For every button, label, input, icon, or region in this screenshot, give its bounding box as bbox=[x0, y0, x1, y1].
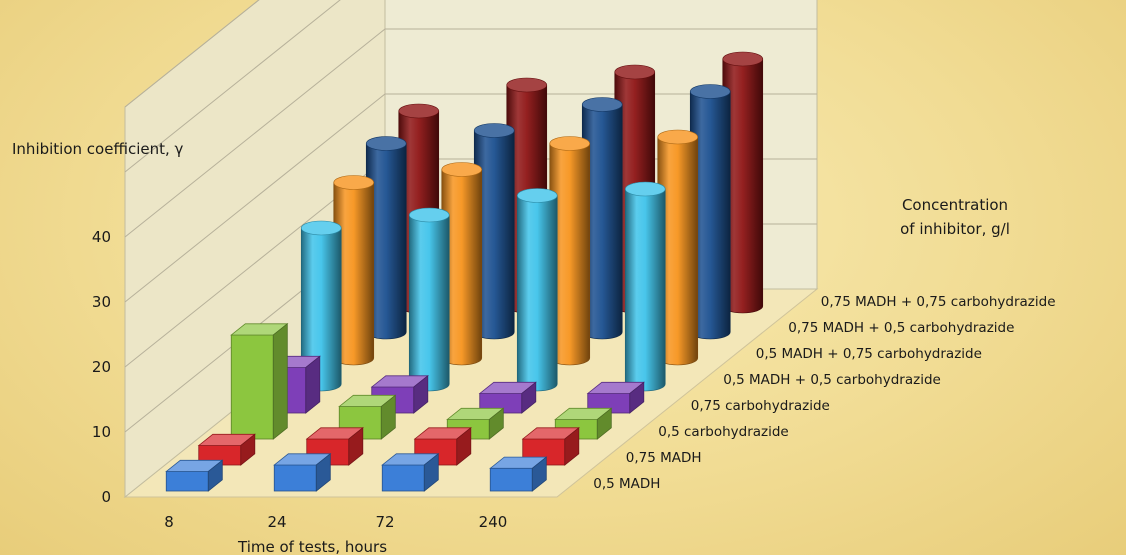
cylinder-top bbox=[615, 65, 655, 79]
series-label: 0,5 MADH bbox=[593, 476, 660, 492]
x-tick-label: 24 bbox=[267, 513, 286, 531]
cylinder-top bbox=[366, 137, 406, 151]
x-tick-label: 240 bbox=[479, 513, 508, 531]
cylinder-top bbox=[690, 85, 730, 99]
cylinder-top bbox=[442, 163, 482, 177]
bar-front bbox=[274, 465, 316, 491]
bar-side bbox=[273, 324, 287, 439]
y-tick-label: 20 bbox=[92, 358, 111, 376]
series-label: 0,5 carbohydrazide bbox=[658, 424, 789, 440]
x-tick-label: 72 bbox=[375, 513, 394, 531]
y-tick-label: 10 bbox=[92, 423, 111, 441]
bar-front bbox=[490, 468, 532, 491]
cylinder-body bbox=[625, 189, 665, 391]
cylinder-top bbox=[399, 104, 439, 118]
z-axis-label-line1: Concentration bbox=[902, 196, 1008, 214]
series-label: 0,75 carbohydrazide bbox=[691, 398, 830, 414]
cylinder-top bbox=[550, 137, 590, 151]
y-tick-label: 0 bbox=[101, 488, 111, 506]
cylinder-top bbox=[582, 98, 622, 112]
bar-box bbox=[274, 454, 330, 491]
series-label: 0,75 MADH + 0,75 carbohydrazide bbox=[821, 294, 1056, 310]
bar-front bbox=[382, 465, 424, 491]
series-label: 0,75 MADH bbox=[626, 450, 702, 466]
bar-box bbox=[382, 454, 438, 491]
cylinder-top bbox=[474, 124, 514, 138]
z-axis-label-line2: of inhibitor, g/l bbox=[900, 220, 1010, 238]
x-axis-label: Time of tests, hours bbox=[237, 538, 387, 555]
cylinder-top bbox=[507, 78, 547, 92]
bar-front bbox=[231, 335, 273, 439]
bar-box bbox=[490, 457, 546, 491]
bar-front bbox=[166, 472, 208, 492]
cylinder-top bbox=[334, 176, 374, 190]
cylinder-top bbox=[517, 189, 557, 203]
bar-cylinder bbox=[625, 182, 665, 391]
bar-cylinder bbox=[409, 208, 449, 391]
series-label: 0,5 MADH + 0,75 carbohydrazide bbox=[756, 346, 982, 362]
bar-cylinder bbox=[517, 189, 557, 392]
cylinder-top bbox=[625, 182, 665, 196]
cylinder-top bbox=[723, 52, 763, 66]
cylinder-body bbox=[517, 196, 557, 392]
cylinder-top bbox=[409, 208, 449, 222]
cylinder-body bbox=[409, 215, 449, 391]
bar-box bbox=[231, 324, 287, 439]
y-tick-label: 40 bbox=[92, 228, 111, 246]
x-tick-label: 8 bbox=[164, 513, 174, 531]
y-axis-label: Inhibition coefficient, γ bbox=[12, 140, 184, 158]
cylinder-top bbox=[301, 221, 341, 235]
series-label: 0,5 MADH + 0,5 carbohydrazide bbox=[723, 372, 941, 388]
bar-box bbox=[166, 460, 222, 491]
y-tick-label: 30 bbox=[92, 293, 111, 311]
cylinder-top bbox=[658, 130, 698, 144]
series-label: 0,75 MADH + 0,5 carbohydrazide bbox=[788, 320, 1014, 336]
